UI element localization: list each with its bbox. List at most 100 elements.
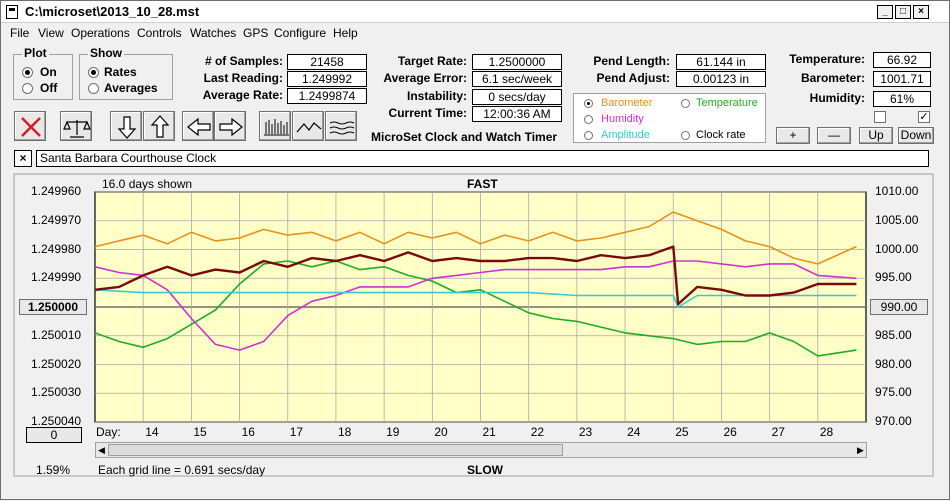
down-button[interactable]: Down bbox=[898, 127, 934, 144]
zero-button[interactable]: 0 bbox=[26, 427, 82, 443]
avg-rate-label: Average Rate: bbox=[202, 88, 283, 102]
instability-value: 0 secs/day bbox=[472, 89, 562, 105]
up-button[interactable]: Up bbox=[859, 127, 893, 144]
day-tick-label: 28 bbox=[819, 425, 834, 439]
menu-configure[interactable]: Configure bbox=[274, 26, 327, 40]
barometer-radio[interactable] bbox=[584, 99, 593, 108]
day-tick-label: 22 bbox=[530, 425, 545, 439]
clear-name-button[interactable]: × bbox=[14, 150, 32, 167]
checkbox-right[interactable]: ✓ bbox=[918, 111, 930, 123]
show-rates-label: Rates bbox=[104, 65, 137, 79]
menu-file[interactable]: File bbox=[10, 26, 30, 40]
pend-length-value: 61.144 in bbox=[676, 54, 766, 70]
temperature-radio[interactable] bbox=[681, 99, 690, 108]
series-line-1 bbox=[94, 260, 857, 357]
left-tick-label: 1.250030 bbox=[31, 385, 82, 400]
menu-view[interactable]: View bbox=[38, 26, 64, 40]
left-tick-label: 1.249980 bbox=[31, 241, 82, 256]
slow-label: SLOW bbox=[467, 463, 503, 477]
menu-help[interactable]: Help bbox=[333, 26, 358, 40]
menu-controls[interactable]: Controls bbox=[137, 26, 182, 40]
day-tick-label: 17 bbox=[289, 425, 304, 439]
maximize-button[interactable]: □ bbox=[895, 5, 911, 19]
left-tick-label: 1.250020 bbox=[31, 356, 82, 371]
current-time-label: Current Time: bbox=[388, 106, 467, 120]
right-tick-label: 1005.00 bbox=[875, 212, 919, 227]
right-tick-label[interactable]: 990.00 bbox=[870, 299, 928, 315]
line-plot-button[interactable] bbox=[292, 111, 324, 141]
minimize-button[interactable]: _ bbox=[877, 5, 893, 19]
pend-adjust-value: 0.00123 in bbox=[676, 71, 766, 87]
plus-button[interactable]: + bbox=[776, 127, 810, 144]
clock-name-input[interactable]: Santa Barbara Courthouse Clock bbox=[36, 150, 929, 167]
window-title: C:\microset\2013_10_28.mst bbox=[25, 4, 200, 19]
days-shown-label: 16.0 days shown bbox=[102, 177, 193, 191]
amplitude-radio[interactable] bbox=[584, 131, 593, 140]
last-reading-value: 1.249992 bbox=[287, 71, 367, 87]
arrow-up-button[interactable] bbox=[143, 111, 175, 141]
temperature-option-label: Temperature bbox=[696, 97, 758, 109]
humidity-option-label: Humidity bbox=[601, 113, 644, 125]
balance-scale-icon bbox=[63, 120, 91, 138]
wave-plot-icon bbox=[329, 121, 355, 135]
chart-scrollbar[interactable]: ◀ ▶ bbox=[95, 442, 867, 458]
day-tick-label: 14 bbox=[145, 425, 159, 439]
show-averages-label: Averages bbox=[104, 81, 158, 95]
scroll-thumb[interactable] bbox=[108, 444, 563, 456]
arrow-left-button[interactable] bbox=[182, 111, 214, 141]
bar-plot-button[interactable] bbox=[259, 111, 291, 141]
humidity-radio[interactable] bbox=[584, 115, 593, 124]
day-tick-label: 26 bbox=[723, 425, 737, 439]
right-tick-label: 975.00 bbox=[875, 385, 912, 400]
scroll-left-arrow[interactable]: ◀ bbox=[98, 445, 105, 455]
left-tick-label: 1.250010 bbox=[31, 327, 82, 342]
arrow-right-button[interactable] bbox=[214, 111, 246, 141]
show-averages-radio[interactable] bbox=[88, 83, 99, 94]
barometer-label: Barometer: bbox=[800, 71, 865, 85]
show-rates-radio[interactable] bbox=[88, 67, 99, 78]
left-tick-label[interactable]: 1.250000 bbox=[19, 299, 87, 315]
minus-button[interactable]: — bbox=[817, 127, 851, 144]
day-tick-label: 19 bbox=[386, 425, 400, 439]
left-tick-label: 1.249960 bbox=[31, 184, 82, 198]
menu-gps[interactable]: GPS bbox=[243, 26, 269, 40]
fast-label: FAST bbox=[467, 177, 498, 191]
day-tick-label: 27 bbox=[771, 425, 785, 439]
scroll-right-arrow[interactable]: ▶ bbox=[857, 445, 864, 455]
instability-label: Instability: bbox=[406, 89, 467, 103]
menu-operations[interactable]: Operations bbox=[71, 26, 130, 40]
grid-note: Each grid line = 0.691 secs/day bbox=[98, 463, 266, 477]
clear-x-button[interactable] bbox=[14, 111, 46, 141]
sensor-selector: Barometer Temperature Humidity Amplitude… bbox=[573, 93, 766, 143]
menu-watches[interactable]: Watches bbox=[190, 26, 237, 40]
avg-error-value: 6.1 sec/week bbox=[472, 71, 562, 87]
plot-on-radio[interactable] bbox=[22, 67, 33, 78]
right-tick-label: 1010.00 bbox=[875, 184, 919, 198]
plot-off-radio[interactable] bbox=[22, 83, 33, 94]
clock-rate-option-label: Clock rate bbox=[696, 129, 746, 141]
clock-rate-radio[interactable] bbox=[681, 131, 690, 140]
current-time-value: 12:00:36 AM bbox=[472, 106, 562, 122]
right-tick-label: 985.00 bbox=[875, 327, 912, 342]
right-tick-label: 980.00 bbox=[875, 356, 912, 371]
arrow-down-button[interactable] bbox=[110, 111, 142, 141]
average-plot-button[interactable] bbox=[325, 111, 357, 141]
temperature-label: Temperature: bbox=[789, 52, 865, 66]
day-tick-label: 16 bbox=[241, 425, 255, 439]
close-button[interactable]: × bbox=[913, 5, 929, 19]
arrow-right-icon bbox=[219, 117, 243, 137]
day-tick-label: 21 bbox=[482, 425, 496, 439]
balance-button[interactable] bbox=[60, 111, 92, 141]
plot-group: Plot On Off bbox=[13, 46, 73, 100]
checkbox-left[interactable] bbox=[874, 111, 886, 123]
plot-group-title: Plot bbox=[22, 46, 49, 60]
app-icon bbox=[6, 5, 18, 19]
left-tick-label: 1.249970 bbox=[31, 212, 82, 227]
day-tick-label: 25 bbox=[675, 425, 689, 439]
title-bar: C:\microset\2013_10_28.mst _ □ × bbox=[1, 1, 949, 23]
series-line-2 bbox=[94, 260, 857, 351]
pend-length-label: Pend Length: bbox=[593, 54, 670, 68]
series-line-4 bbox=[94, 245, 857, 306]
day-tick-label: 18 bbox=[337, 425, 352, 439]
